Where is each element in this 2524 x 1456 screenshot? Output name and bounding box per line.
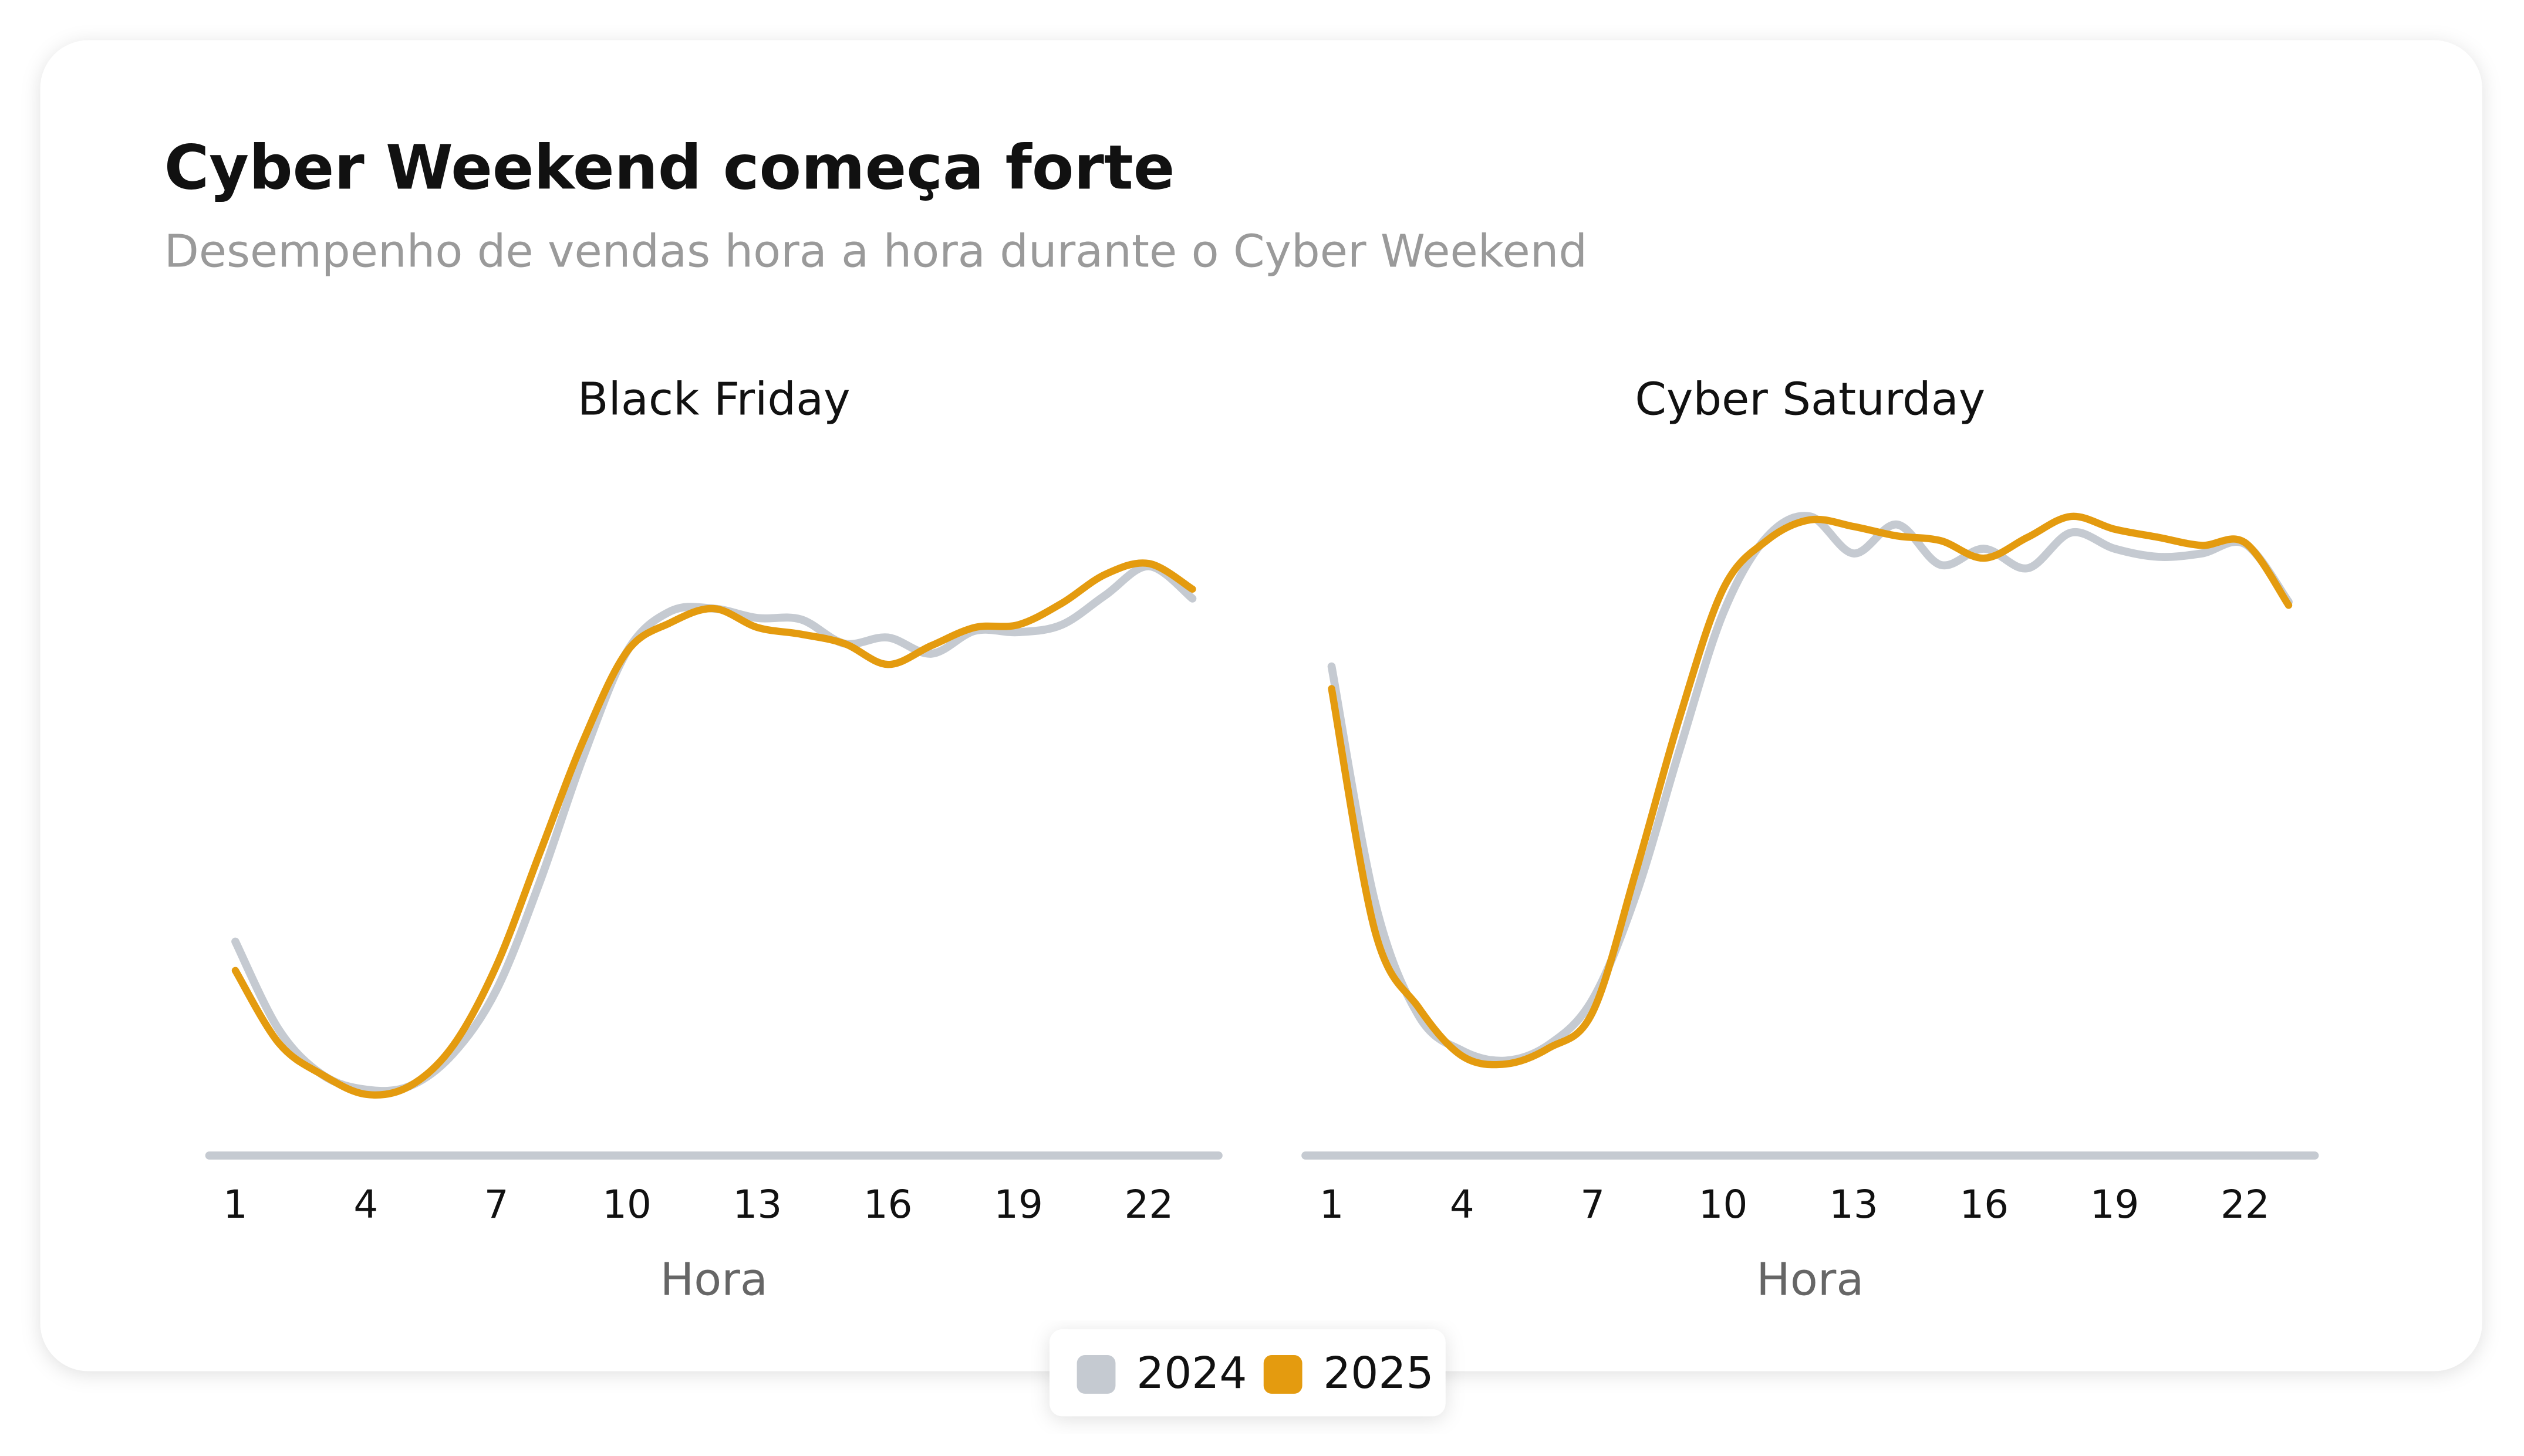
- panel-title: Black Friday: [578, 374, 851, 426]
- panel-title: Cyber Saturday: [1635, 374, 1985, 426]
- title: Cyber Weekend começa forte: [164, 132, 1175, 204]
- x-tick-label: 1: [223, 1182, 248, 1227]
- legend-swatch: [1263, 1355, 1303, 1394]
- x-tick-label: 19: [994, 1182, 1043, 1227]
- x-tick-label: 16: [863, 1182, 913, 1227]
- legend-label: 2025: [1323, 1348, 1433, 1398]
- x-tick-label: 7: [1580, 1182, 1605, 1227]
- x-tick-label: 22: [2221, 1182, 2270, 1227]
- legend-swatch: [1077, 1355, 1116, 1394]
- x-tick-label: 19: [2090, 1182, 2140, 1227]
- x-tick-label: 4: [1450, 1182, 1474, 1227]
- legend-label: 2024: [1136, 1348, 1247, 1398]
- x-tick-label: 1: [1320, 1182, 1344, 1227]
- card: [40, 40, 2482, 1371]
- x-tick-label: 7: [484, 1182, 509, 1227]
- subtitle: Desempenho de vendas hora a hora durante…: [164, 225, 1587, 278]
- legend: [1050, 1329, 1446, 1417]
- x-axis-label: Hora: [1756, 1254, 1864, 1306]
- series-line: [231, 559, 1196, 1099]
- x-tick-label: 10: [602, 1182, 652, 1227]
- x-tick-label: 4: [353, 1182, 378, 1227]
- x-tick-label: 16: [1959, 1182, 2009, 1227]
- x-tick-label: 22: [1125, 1182, 1174, 1227]
- series-line: [1328, 512, 2293, 1069]
- x-axis-label: Hora: [660, 1254, 768, 1306]
- x-tick-label: 13: [733, 1182, 782, 1227]
- x-tick-label: 10: [1699, 1182, 1748, 1227]
- x-tick-label: 13: [1829, 1182, 1878, 1227]
